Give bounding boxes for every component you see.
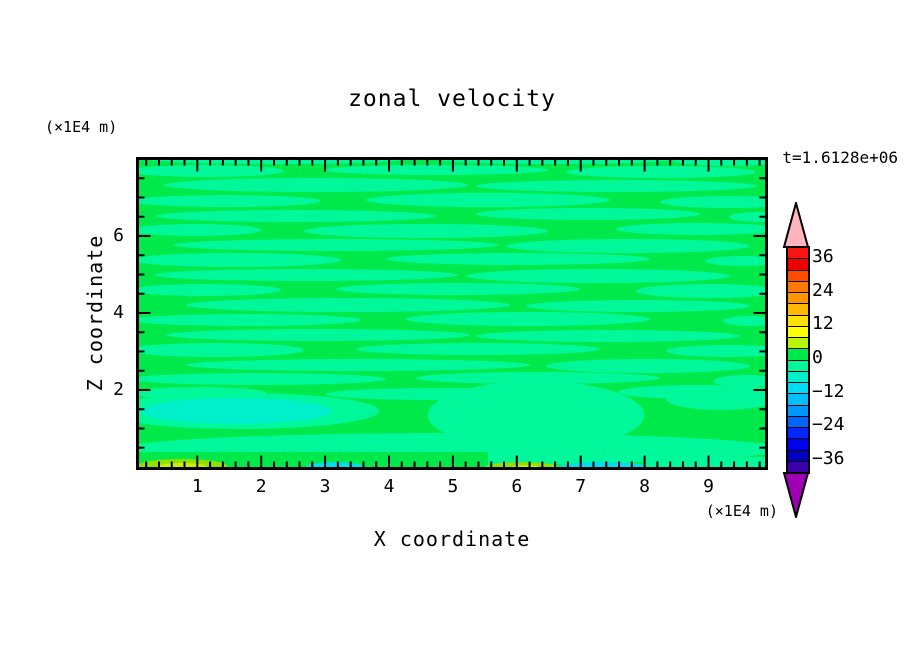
colorbar-segment — [788, 360, 808, 372]
colorbar-tick-label: 36 — [812, 246, 834, 268]
contour-region-band — [386, 253, 650, 265]
x-tick-label: 7 — [575, 476, 587, 497]
colorbar — [786, 246, 810, 474]
colorbar-segment — [788, 270, 808, 282]
contour-region-band — [156, 210, 436, 222]
contour-region-band — [136, 224, 261, 236]
contour-region-band — [466, 269, 730, 283]
contour-region-band — [546, 359, 750, 373]
colorbar-tick-label: −12 — [812, 380, 845, 402]
colorbar-tick-label: −36 — [812, 447, 845, 469]
x-axis-title: X coordinate — [373, 527, 531, 551]
contour-region-turq — [141, 398, 331, 424]
contour-region-band — [666, 345, 768, 357]
x-tick-label: 5 — [447, 476, 459, 497]
contour-region-band — [566, 166, 756, 178]
z-tick-label: 6 — [113, 225, 124, 246]
x-tick-label: 6 — [511, 476, 523, 497]
contour-region-band — [476, 208, 700, 220]
x-tick-label: 8 — [639, 476, 651, 497]
x-tick-label: 9 — [703, 476, 714, 497]
plot-frame — [136, 157, 768, 470]
colorbar-segment — [788, 326, 808, 338]
contour-region-band — [136, 314, 361, 326]
contour-region-band — [136, 343, 304, 357]
contour-region-band — [526, 300, 750, 312]
contour-region-band — [136, 373, 386, 385]
colorbar-tick-label: 0 — [812, 347, 823, 368]
contour-region-band — [406, 312, 650, 326]
contour-region-band — [186, 298, 510, 312]
contour-region-band — [666, 388, 768, 410]
x-tick-label: 1 — [191, 476, 203, 497]
contour-region-band — [166, 329, 470, 341]
contour-region-band — [714, 375, 768, 387]
colorbar-under-arrow-shape — [782, 472, 810, 518]
colorbar-segment — [788, 371, 808, 383]
contour-region-band — [646, 457, 768, 470]
contour-plot — [136, 157, 768, 470]
x-tick-label: 2 — [255, 476, 267, 497]
colorbar-tick-label: 12 — [812, 313, 834, 335]
colorbar-segment — [788, 428, 808, 440]
contour-region-band — [366, 193, 610, 207]
contour-region-band — [324, 165, 548, 175]
contour-region-band — [616, 223, 768, 235]
contour-region-band — [136, 253, 341, 267]
colorbar-segment — [788, 450, 808, 462]
colorbar-segment — [788, 293, 808, 305]
colorbar-segment — [788, 383, 808, 395]
contour-region-band — [136, 195, 321, 207]
colorbar-tick-label: −24 — [812, 414, 845, 436]
colorbar-under-arrow — [782, 472, 810, 518]
contour-region-band — [356, 343, 600, 355]
contour-region-band — [506, 239, 750, 253]
contour-region-band — [476, 180, 756, 192]
chart-title: zonal velocity — [348, 86, 556, 112]
contour-region-band — [136, 284, 281, 296]
contour-region-band — [729, 212, 768, 222]
contour-region-band — [416, 372, 660, 384]
contour-region-band — [336, 283, 580, 295]
colorbar-segment — [788, 405, 808, 417]
colorbar-segment — [788, 394, 808, 406]
contour-region-band — [428, 381, 644, 449]
colorbar-segment — [788, 416, 808, 428]
colorbar-segment — [788, 281, 808, 293]
z-axis-unit-label: (×1E4 m) — [45, 118, 118, 136]
colorbar-segment — [788, 248, 808, 260]
colorbar-segment — [788, 439, 808, 451]
x-axis-unit-label: (×1E4 m) — [705, 502, 778, 520]
contour-region-band — [304, 224, 548, 238]
contour-region-band — [174, 239, 498, 251]
time-annotation: t=1.6128e+06 — [782, 148, 898, 167]
colorbar-segment — [788, 304, 808, 316]
contour-region-band — [705, 256, 768, 266]
contour-region-band — [164, 178, 468, 192]
colorbar-segment — [788, 338, 808, 350]
colorbar-segment — [788, 315, 808, 327]
z-tick-label: 2 — [113, 379, 124, 400]
colorbar-segment — [788, 461, 808, 472]
contour-region-band — [660, 196, 768, 208]
colorbar-over-arrow — [782, 202, 810, 248]
colorbar-tick-label: 24 — [812, 279, 834, 301]
z-tick-label: 4 — [113, 302, 124, 323]
contour-region-band — [476, 330, 740, 342]
colorbar-segment — [788, 259, 808, 271]
contour-region-band — [723, 316, 768, 326]
x-tick-label: 4 — [383, 476, 395, 497]
colorbar-segment — [788, 349, 808, 361]
colorbar-over-arrow-shape — [782, 202, 810, 248]
contour-region-band — [186, 359, 530, 371]
contour-region-band — [136, 165, 284, 177]
contour-region-band — [154, 269, 458, 281]
x-tick-label: 3 — [319, 476, 331, 497]
contour-region-band — [636, 284, 768, 298]
